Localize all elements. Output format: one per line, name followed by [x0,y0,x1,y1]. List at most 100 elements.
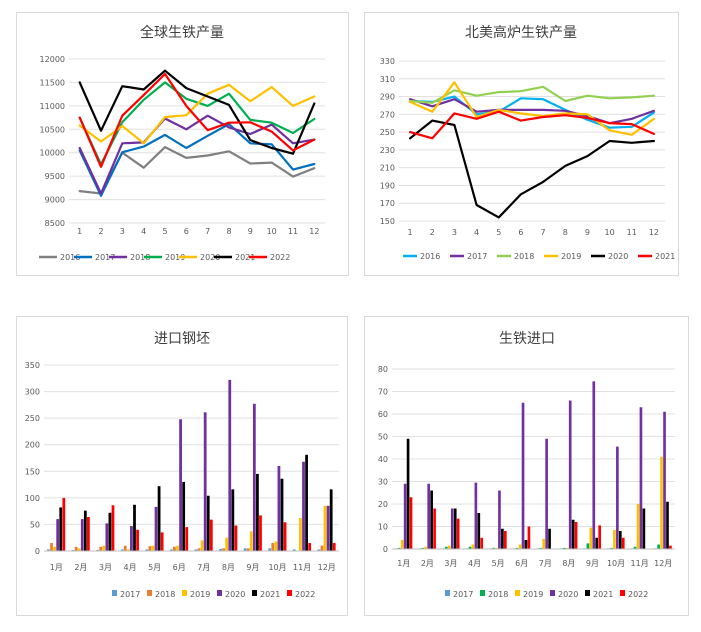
chart-pig-iron-import-svg: 生铁进口 0 10 20 30 40 50 60 70 80 1月 2月 3月 4月 5月 6月 7月 8月 9月 1… [378,331,675,599]
y-tick-label: 170 [380,199,395,208]
x-tick-label: 7 [205,227,210,236]
bar-2020 [80,519,84,551]
bar-2017 [145,549,149,551]
bar-2020 [663,411,666,549]
bar-2019 [660,456,663,549]
series-line-2022 [78,72,316,168]
bar-2019 [613,529,616,550]
legend-swatch-2021 [252,590,257,596]
x-tick-label: 8月 [562,559,575,568]
bar-2022 [234,525,238,551]
bar-2020 [252,403,256,551]
x-tick-label: 3月 [444,559,457,568]
series-line-2018 [408,85,655,104]
bar-2017 [71,549,75,551]
x-tick-label: 10 [604,228,614,237]
legend-label: 2019 [561,252,581,261]
bar-2021 [157,486,161,551]
bar-2019 [77,548,81,551]
bar-2022 [209,519,213,551]
bar-2019 [448,545,451,550]
bar-2017 [243,548,247,551]
x-tick-label: 4月 [123,563,136,572]
series-line-2021 [78,69,316,155]
x-tick-label: 4 [474,228,479,237]
bar-2018 [468,546,472,549]
y-tick-label: 30 [378,478,388,487]
bar-2021 [59,507,63,551]
x-tick-label: 1 [77,227,82,236]
y-tick-label: 230 [380,146,395,155]
bar-2022 [504,531,507,549]
bar-2020 [302,461,305,551]
bar-2021 [108,512,112,551]
bar-2018 [246,548,250,551]
chart-billet-import: 进口钢坯 0 50 100 150 200 250 300 350 1月 2月 3月 4月 5月 6月 7月 8… [16,316,348,616]
bar-2021 [430,490,433,549]
bar-2022 [62,497,66,551]
legend-label: 2021 [235,253,255,262]
x-tick-label: 6月 [173,563,186,572]
legend-label: 2021 [655,252,675,261]
bar-2019 [274,541,278,551]
bar-2021 [501,528,504,549]
legend-label: 2018 [514,252,534,261]
bar-2019 [176,545,179,551]
y-tick-label: 9500 [45,172,65,181]
bar-2022 [185,527,189,551]
chart-title: 生铁进口 [499,331,555,347]
bar-2019 [53,546,56,551]
bar-2021 [453,508,457,549]
y-tick-label: 10500 [40,125,65,134]
y-tick-label: 40 [378,455,388,464]
x-tick-label: 2 [98,227,103,236]
legend-label: 2019 [523,590,543,599]
bar-2018 [173,546,176,551]
bar-2019 [400,540,404,549]
bar-2020 [545,438,548,549]
y-tick-label: 250 [380,128,395,137]
series-line-2020 [408,119,655,219]
bar-2022 [574,522,578,549]
bar-2021 [231,489,235,551]
bar-2020 [130,526,133,551]
bar-2021 [305,454,308,551]
bar-2020 [105,523,109,551]
x-tick-label: 11月 [293,563,311,572]
bar-2018 [123,545,127,551]
bar-2021 [477,513,481,549]
bar-2022 [456,518,460,550]
x-tick-label: 11月 [631,559,649,568]
bar-2019 [225,537,229,551]
y-tick-label: 310 [380,75,395,84]
legend-label: 2017 [453,590,473,599]
legend-label: 2017 [467,252,487,261]
bar-2022 [433,508,436,549]
y-tick-label: 150 [380,217,395,226]
bar-2019 [151,545,155,551]
y-tick-label: 300 [25,388,40,397]
bar-2022 [308,543,312,551]
bar-2020 [203,412,207,551]
legend-swatch-2019 [182,590,187,596]
x-tick-label: 6 [518,228,523,237]
y-tick-label: 0 [383,545,388,554]
y-tick-label: 10 [378,523,388,532]
bar-2021 [256,473,259,551]
bar-2020 [179,419,182,551]
bar-2021 [666,501,669,549]
chart-billet-import-svg: 进口钢坯 0 50 100 150 200 250 300 350 1月 2月 3月 4月 5月 6月 7月 8… [25,331,339,599]
x-tick-label: 2月 [74,563,87,572]
y-tick-label: 60 [378,410,388,419]
bar-2018 [515,547,519,550]
y-tick-label: 0 [35,547,40,556]
bar-2018 [397,547,401,550]
y-tick-label: 330 [380,57,395,66]
x-tick-label: 12月 [318,563,336,572]
bar-2021 [618,531,622,549]
x-tick-label: 10 [267,227,277,236]
series-line-2019 [408,81,655,136]
x-tick-label: 5月 [148,563,161,572]
bar-2017 [268,548,272,551]
